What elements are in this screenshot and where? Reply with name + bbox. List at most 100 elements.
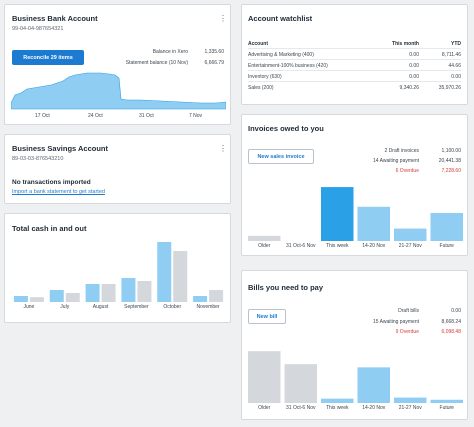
bar-5[interactable] (430, 399, 464, 403)
overdue-label[interactable]: 6 Overdue (395, 168, 419, 174)
row-account[interactable]: Inventory (630) (248, 74, 282, 80)
watchlist-row[interactable]: Advertising & Marketing (400) 0.00 8,711… (248, 50, 461, 60)
cash-out-bar[interactable] (65, 293, 80, 302)
new-sales-invoice-button[interactable]: New sales invoice (248, 149, 314, 164)
row-month: 0.00 (409, 52, 419, 58)
col-ytd: YTD (451, 41, 461, 47)
row-ytd: 0.00 (451, 74, 461, 80)
cash-in-bar[interactable] (85, 284, 100, 302)
category-tick-label: 31 Oct-6 Nov (286, 405, 316, 411)
bar-4[interactable] (394, 228, 427, 241)
draft-invoices-label[interactable]: 2 Draft invoices (384, 148, 419, 154)
cash-out-bar[interactable] (173, 251, 188, 302)
awaiting-payment-label[interactable]: 14 Awaiting payment (372, 158, 419, 164)
category-tick-label: Older (258, 405, 271, 411)
watchlist-header-row: Account This month YTD (248, 39, 461, 49)
draft-bills-value: 0.00 (451, 308, 461, 314)
cash-in-bar[interactable] (13, 296, 28, 302)
balance-area (11, 72, 226, 110)
x-label-17oct: 17 Oct (35, 113, 50, 119)
bank-account-number: 99-04-04-987654321 (12, 26, 64, 32)
draft-invoices-value: 1,100.00 (441, 148, 461, 154)
row-ytd: 8,711.46 (441, 52, 461, 58)
month-tick-label: June (23, 304, 35, 310)
cash-in-bar[interactable] (157, 242, 172, 302)
bank-account-card: Business Bank Account ⋮ 99-04-04-9876543… (4, 4, 231, 125)
bills-title[interactable]: Bills you need to pay (248, 283, 324, 292)
balance-xero-value: 1,335.60 (204, 49, 224, 55)
reconcile-button[interactable]: Reconcile 29 items (12, 50, 84, 65)
month-tick-label: October (163, 304, 182, 310)
savings-account-card: Business Savings Account ⋮ 89-03-03-8765… (4, 134, 231, 204)
category-tick-label: 31 Oct-6 Nov (286, 243, 316, 249)
row-month: 9,340.26 (399, 85, 419, 91)
cash-out-bar[interactable] (209, 290, 224, 302)
watchlist-title: Account watchlist (248, 14, 313, 23)
category-tick-label: 14-20 Nov (362, 243, 386, 249)
category-tick-label: Future (439, 405, 454, 411)
x-label-24oct: 24 Oct (88, 113, 103, 119)
cash-in-out-title: Total cash in and out (12, 224, 87, 233)
cash-out-bar[interactable] (137, 281, 152, 302)
bar-3[interactable] (357, 367, 391, 403)
import-statement-link[interactable]: Import a bank statement to get started (12, 189, 105, 195)
cash-in-bar[interactable] (193, 296, 208, 302)
category-tick-label: 21-27 Nov (398, 243, 422, 249)
new-bill-button[interactable]: New bill (248, 309, 286, 324)
bar-4[interactable] (394, 397, 427, 403)
category-tick-label: 21-27 Nov (398, 405, 422, 411)
bar-3[interactable] (357, 206, 391, 241)
balance-xero-label: Balance in Xero (152, 49, 188, 55)
cash-bar-chart (13, 242, 224, 302)
month-tick-label: November (196, 304, 220, 310)
bills-card: Bills you need to pay New bill Draft bil… (241, 270, 468, 420)
watchlist-row[interactable]: Entertainment-100% business (420) 0.00 4… (248, 61, 461, 71)
balance-area-chart (11, 72, 226, 110)
bar-1[interactable] (284, 364, 318, 403)
row-month: 0.00 (409, 63, 419, 69)
invoices-bar-chart (248, 187, 464, 241)
bank-account-title[interactable]: Business Bank Account (12, 14, 98, 23)
awaiting-payment-value: 20,441.38 (438, 158, 461, 164)
overdue-label[interactable]: 9 Overdue (395, 329, 419, 335)
watchlist-table: Account This month YTD Advertising & Mar… (248, 39, 461, 99)
category-tick-label: Older (258, 243, 271, 249)
cash-out-bar[interactable] (101, 284, 116, 302)
watchlist-row[interactable]: Inventory (630) 0.00 0.00 (248, 72, 461, 82)
cash-in-bar[interactable] (49, 290, 64, 302)
overdue-value: 6,098.48 (441, 329, 461, 335)
month-tick-label: August (92, 304, 109, 310)
invoices-title[interactable]: Invoices owed to you (248, 124, 324, 133)
statement-balance-label: Statement balance (10 Nov) (125, 60, 188, 66)
bills-bar-chart (248, 351, 464, 403)
no-transactions-text: No transactions imported (12, 179, 91, 186)
statement-balance-value: 6,666.79 (204, 60, 224, 66)
watchlist-row[interactable]: Sales (200) 9,340.26 35,970.26 (248, 83, 461, 93)
savings-account-title[interactable]: Business Savings Account (12, 144, 108, 153)
month-tick-label: September (124, 304, 149, 310)
bar-2[interactable] (321, 398, 354, 403)
x-label-7nov: 7 Nov (189, 113, 203, 119)
row-ytd: 44.66 (448, 63, 461, 69)
draft-bills-label[interactable]: Draft bills (398, 308, 419, 314)
row-account[interactable]: Advertising & Marketing (400) (248, 52, 314, 58)
overdue-value: 7,228.60 (441, 168, 461, 174)
more-options-icon[interactable]: ⋮ (219, 144, 227, 153)
col-account: Account (248, 41, 268, 47)
col-this-month: This month (392, 41, 419, 47)
more-options-icon[interactable]: ⋮ (219, 14, 227, 23)
row-month: 0.00 (409, 74, 419, 80)
awaiting-payment-label[interactable]: 15 Awaiting payment (372, 319, 419, 325)
savings-account-number: 89-03-03-876543210 (12, 156, 64, 162)
bar-2[interactable] (321, 187, 354, 241)
row-account[interactable]: Entertainment-100% business (420) (248, 63, 328, 69)
cash-in-bar[interactable] (121, 278, 136, 302)
cash-in-out-card: Total cash in and out June July August Sept… (4, 213, 231, 323)
category-tick-label: 14-20 Nov (362, 405, 386, 411)
bar-0[interactable] (248, 235, 281, 241)
bar-5[interactable] (430, 213, 464, 241)
cash-out-bar[interactable] (29, 297, 44, 302)
bar-0[interactable] (248, 351, 281, 403)
invoices-card: Invoices owed to you New sales invoice 2… (241, 114, 468, 256)
row-account[interactable]: Sales (200) (248, 85, 274, 91)
